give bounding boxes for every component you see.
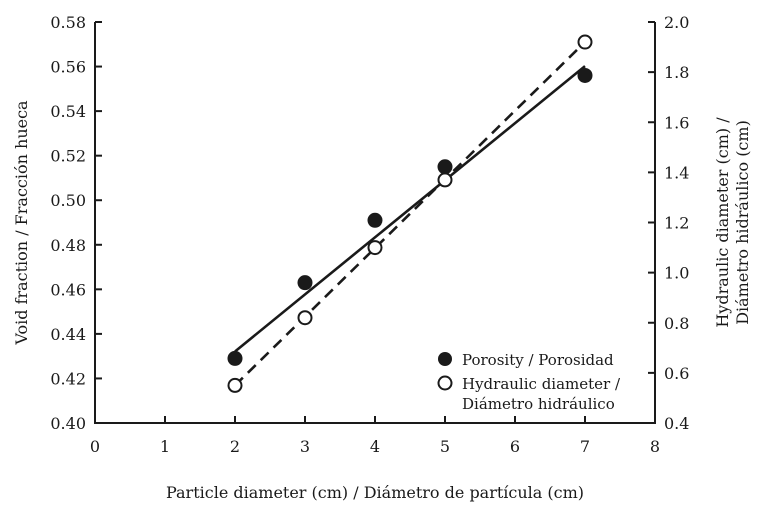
y-right-tick-label: 0.4 [664, 414, 689, 433]
y-right-tick-label: 1.0 [664, 264, 689, 283]
x-tick-label: 6 [510, 437, 520, 456]
y-right-axis-title-line1: Hydraulic diameter (cm) / [713, 117, 732, 328]
legend-label-porosity: Porosity / Porosidad [462, 351, 614, 369]
series-layer [227, 34, 593, 393]
porosity-point [227, 350, 243, 366]
y-right-tick-label: 1.2 [664, 214, 689, 233]
x-tick-label: 0 [90, 437, 100, 456]
hydraulic-point [577, 34, 593, 50]
y-left-tick-label: 0.58 [50, 13, 86, 32]
legend-marker-hydraulic [437, 375, 453, 391]
y-right-tick-label: 2.0 [664, 13, 689, 32]
y-left-ticks: 0.40 0.42 0.44 0.46 0.48 0.50 0.52 0.54 0.56 0.58 [50, 13, 102, 433]
x-ticks: 0 1 2 3 4 5 6 7 8 [90, 416, 660, 456]
hydraulic-point [297, 310, 313, 326]
x-tick-label: 4 [370, 437, 380, 456]
porosity-point [577, 67, 593, 83]
y-left-tick-label: 0.50 [50, 191, 86, 210]
y-right-tick-label: 1.6 [664, 113, 689, 132]
y-right-ticks: 0.4 0.6 0.8 1.0 1.2 1.4 1.6 1.8 2.0 [648, 13, 689, 433]
y-left-axis-title: Void fraction / Fracción hueca [12, 100, 31, 346]
x-tick-label: 1 [160, 437, 170, 456]
y-left-tick-label: 0.54 [50, 102, 86, 121]
hydraulic-point [437, 172, 453, 188]
y-right-tick-label: 1.4 [664, 163, 689, 182]
y-left-tick-label: 0.40 [50, 414, 86, 433]
porosity-point [437, 159, 453, 175]
y-right-tick-label: 0.8 [664, 314, 689, 333]
legend-label-hydraulic-line2: Diámetro hidráulico [462, 395, 615, 413]
x-tick-label: 8 [650, 437, 660, 456]
porosity-point [297, 275, 313, 291]
hydraulic-fit-line [234, 41, 586, 387]
legend: Porosity / Porosidad Hydraulic diameter … [437, 351, 621, 413]
x-tick-label: 3 [300, 437, 310, 456]
y-right-tick-label: 1.8 [664, 63, 689, 82]
hydraulic-point [367, 240, 383, 256]
legend-marker-porosity [438, 352, 452, 366]
x-tick-label: 7 [580, 437, 590, 456]
y-right-tick-label: 0.6 [664, 364, 689, 383]
x-tick-label: 2 [230, 437, 240, 456]
y-left-tick-label: 0.42 [50, 369, 86, 388]
legend-label-hydraulic-line1: Hydraulic diameter / [462, 375, 621, 393]
hydraulic-point [227, 377, 243, 393]
x-axis-title: Particle diameter (cm) / Diámetro de par… [166, 483, 584, 502]
y-left-tick-label: 0.48 [50, 236, 86, 255]
porosity-fit-line [234, 65, 586, 353]
y-left-tick-label: 0.46 [50, 280, 86, 299]
y-left-tick-label: 0.56 [50, 58, 86, 77]
y-left-tick-label: 0.52 [50, 147, 86, 166]
y-left-tick-label: 0.44 [50, 325, 86, 344]
x-tick-label: 5 [440, 437, 450, 456]
porosity-point [367, 212, 383, 228]
y-right-axis-title-line2: Diámetro hidráulico (cm) [733, 120, 752, 325]
